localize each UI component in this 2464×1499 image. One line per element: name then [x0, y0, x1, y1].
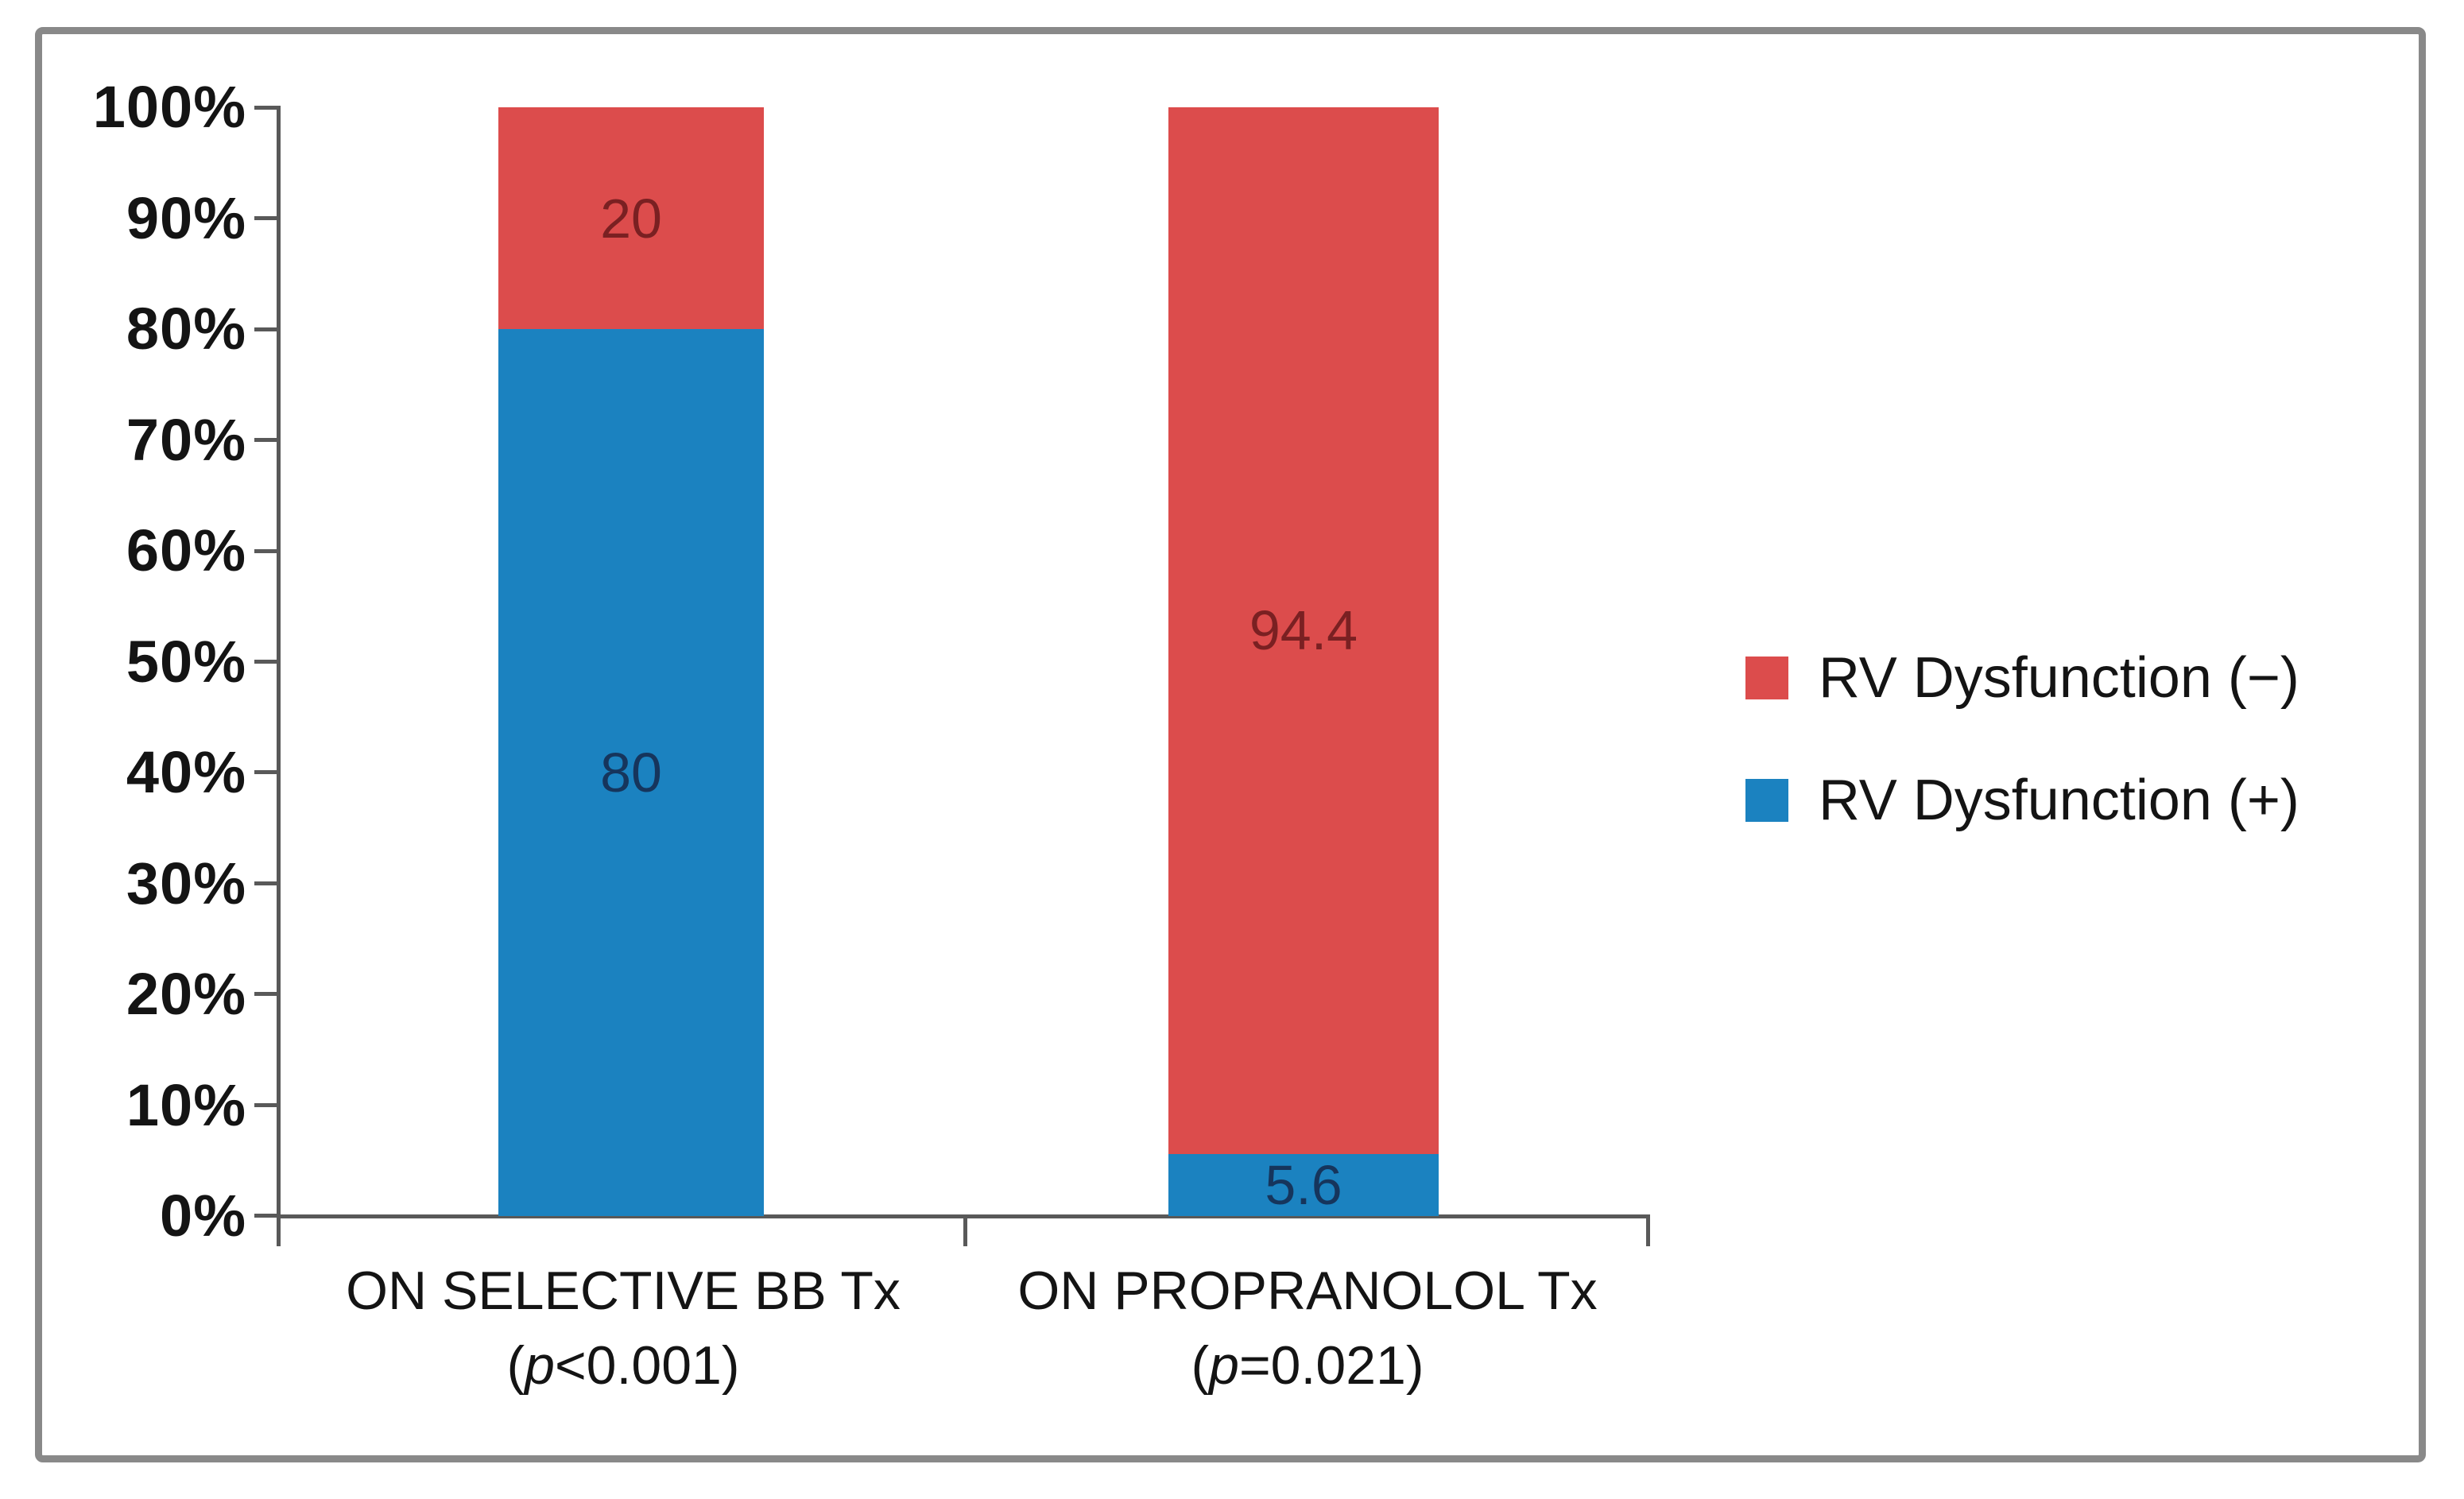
y-tick-mark	[254, 1102, 278, 1107]
y-tick-label-50: 50%	[126, 628, 246, 695]
segment-rv-dysfunction-positive: 80	[498, 329, 764, 1216]
legend-label: RV Dysfunction (−)	[1819, 646, 2299, 710]
y-tick-mark	[254, 1213, 278, 1218]
y-tick-mark	[254, 659, 278, 664]
category-p-value: (p=0.021)	[1191, 1335, 1424, 1396]
y-tick-label-60: 60%	[126, 517, 246, 583]
category-label: ON PROPRANOLOL Tx	[1017, 1261, 1598, 1321]
y-tick-label-40: 40%	[126, 739, 246, 805]
y-tick-label-0: 0%	[160, 1183, 246, 1249]
bar-on-selective-bb-tx: 20 80	[498, 107, 764, 1216]
y-tick-label-100: 100%	[92, 74, 246, 140]
y-tick-label-20: 20%	[126, 961, 246, 1027]
y-tick-mark	[254, 770, 278, 775]
y-axis-tick-marks	[254, 106, 278, 1218]
segment-rv-dysfunction-negative: 94.4	[1168, 107, 1439, 1154]
y-tick-label-30: 30%	[126, 850, 246, 916]
y-tick-label-90: 90%	[126, 184, 246, 251]
x-axis-tick-middle	[963, 1214, 967, 1246]
data-label: 80	[600, 742, 662, 804]
y-tick-label-10: 10%	[126, 1071, 246, 1138]
data-label: 94.4	[1249, 599, 1358, 662]
y-tick-label-70: 70%	[126, 406, 246, 473]
data-label: 5.6	[1265, 1153, 1342, 1216]
category-p-value: (p<0.001)	[506, 1335, 740, 1396]
y-axis-line	[277, 106, 281, 1217]
y-tick-mark	[254, 992, 278, 997]
x-axis-label-propranolol: ON PROPRANOLOL Tx (p=0.021)	[966, 1254, 1649, 1404]
y-tick-mark	[254, 881, 278, 885]
y-axis-tick-labels: 100% 90% 80% 70% 60% 50% 40% 30% 20% 10%…	[48, 74, 246, 1249]
y-tick-mark	[254, 548, 278, 553]
legend-item-rv-dysfunction-positive: RV Dysfunction (+)	[1745, 768, 2299, 833]
segment-rv-dysfunction-positive: 5.6	[1168, 1153, 1439, 1216]
legend-label: RV Dysfunction (+)	[1819, 769, 2299, 832]
legend-swatch-red	[1745, 657, 1788, 699]
legend: RV Dysfunction (−) RV Dysfunction (+)	[1745, 645, 2299, 890]
y-tick-mark	[254, 327, 278, 331]
segment-rv-dysfunction-negative: 20	[498, 107, 764, 329]
legend-item-rv-dysfunction-negative: RV Dysfunction (−)	[1745, 645, 2299, 711]
y-tick-mark	[254, 106, 278, 110]
x-axis-label-selective-bb: ON SELECTIVE BB Tx (p<0.001)	[281, 1254, 965, 1404]
data-label: 20	[600, 187, 662, 250]
y-tick-label-80: 80%	[126, 296, 246, 362]
category-label: ON SELECTIVE BB Tx	[346, 1261, 901, 1321]
x-axis-tick-left	[277, 1214, 281, 1246]
y-tick-mark	[254, 216, 278, 221]
y-tick-mark	[254, 438, 278, 443]
x-axis-tick-right	[1646, 1214, 1650, 1246]
legend-swatch-blue	[1745, 779, 1788, 822]
bar-on-propranolol-tx: 94.4 5.6	[1168, 107, 1439, 1216]
